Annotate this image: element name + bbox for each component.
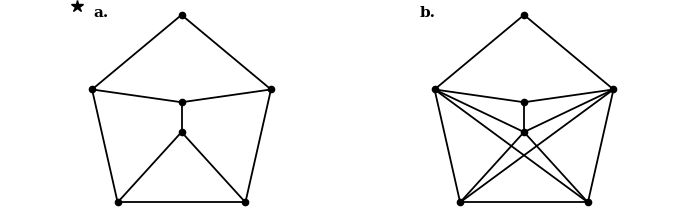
- Text: b.: b.: [420, 6, 436, 20]
- Text: a.: a.: [93, 6, 108, 20]
